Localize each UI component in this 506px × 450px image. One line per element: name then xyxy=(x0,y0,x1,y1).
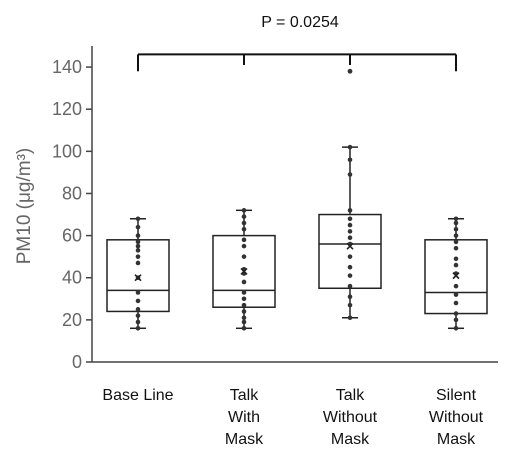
data-point xyxy=(135,313,141,318)
data-point xyxy=(453,239,459,245)
data-point xyxy=(135,290,141,295)
data-point xyxy=(135,239,141,245)
category-label-line: Mask xyxy=(437,431,476,448)
data-point xyxy=(453,311,459,316)
data-point xyxy=(135,298,141,304)
data-point xyxy=(347,172,353,177)
category-label: Silent Without Mask xyxy=(429,387,484,448)
category-label-line: Silent xyxy=(436,387,477,404)
category-label: Talk With Mask xyxy=(225,387,264,448)
data-point xyxy=(453,292,459,297)
data-point xyxy=(347,157,353,163)
category-label-line: Talk xyxy=(336,387,365,404)
outlier-point xyxy=(347,68,353,74)
p-value-label: P = 0.0254 xyxy=(261,14,339,31)
data-point xyxy=(347,229,353,234)
box-group xyxy=(106,216,170,331)
data-point xyxy=(347,315,353,321)
category-label-line: Talk xyxy=(230,387,259,404)
box-group xyxy=(424,216,488,331)
data-point xyxy=(347,283,353,289)
y-tick-label: 80 xyxy=(62,183,82,203)
category-label-line: Without xyxy=(429,409,484,426)
y-tick-label: 120 xyxy=(52,99,82,119)
category-label: Talk Without Mask xyxy=(323,387,378,448)
y-tick-label: 140 xyxy=(52,57,82,77)
data-point xyxy=(453,216,459,222)
category-label-line: Base Line xyxy=(102,387,173,404)
data-point xyxy=(241,237,247,243)
data-point xyxy=(347,208,353,213)
y-tick-label: 20 xyxy=(62,310,82,330)
data-point xyxy=(135,254,141,259)
data-point xyxy=(135,243,141,249)
box-group xyxy=(212,208,276,331)
data-point xyxy=(453,233,459,238)
data-point xyxy=(135,216,141,222)
y-tick-label: 60 xyxy=(62,226,82,246)
data-point xyxy=(241,243,247,249)
box-group xyxy=(318,68,382,321)
data-point xyxy=(453,283,459,289)
mean-marker xyxy=(240,267,248,275)
y-axis-title: PM10 (μg/m³) xyxy=(14,148,35,265)
data-point xyxy=(347,216,353,222)
category-label-line: With xyxy=(228,409,260,426)
data-point xyxy=(453,226,459,232)
data-point xyxy=(135,307,141,312)
data-point xyxy=(347,144,353,150)
data-point xyxy=(453,220,459,226)
significance-annotation: P = 0.0254 xyxy=(137,14,457,72)
category-label-line: Without xyxy=(323,409,378,426)
data-point xyxy=(241,226,247,232)
data-point xyxy=(135,260,141,266)
category-label-line: Mask xyxy=(225,431,264,448)
y-ticks: 0 20 40 60 80 100 120 140 xyxy=(52,57,92,372)
data-point xyxy=(135,319,141,325)
data-point xyxy=(347,222,353,228)
data-point xyxy=(241,290,247,295)
data-point xyxy=(347,264,353,270)
data-point xyxy=(453,262,459,268)
data-point xyxy=(347,254,353,259)
data-point xyxy=(241,315,247,321)
data-point xyxy=(135,248,141,253)
data-point xyxy=(241,208,247,213)
mean-marker xyxy=(346,242,354,250)
data-point xyxy=(241,220,247,226)
data-point xyxy=(453,325,459,331)
data-point xyxy=(241,296,247,302)
data-point xyxy=(241,302,247,308)
data-point xyxy=(241,279,247,285)
data-point xyxy=(135,325,141,331)
data-point xyxy=(241,309,247,314)
data-point xyxy=(241,319,247,325)
data-point xyxy=(347,302,353,308)
y-axis: 0 20 40 60 80 100 120 140 PM10 (μg/m³) xyxy=(14,46,93,372)
category-label: Base Line xyxy=(102,387,173,404)
data-point xyxy=(453,256,459,262)
y-tick-label: 40 xyxy=(62,268,82,288)
data-point xyxy=(453,245,459,251)
data-point xyxy=(135,233,141,238)
data-point xyxy=(241,254,247,259)
mean-marker xyxy=(452,272,460,280)
data-point xyxy=(347,235,353,241)
boxes xyxy=(106,68,488,331)
data-point xyxy=(347,273,353,278)
data-point xyxy=(347,294,353,299)
data-point xyxy=(241,214,247,219)
data-point xyxy=(135,224,141,230)
mean-marker xyxy=(134,274,142,282)
category-label-line: Mask xyxy=(331,431,370,448)
y-tick-label: 0 xyxy=(72,352,82,372)
data-point xyxy=(453,317,459,323)
data-point xyxy=(241,325,247,331)
data-point xyxy=(453,300,459,306)
y-tick-label: 100 xyxy=(52,141,82,161)
